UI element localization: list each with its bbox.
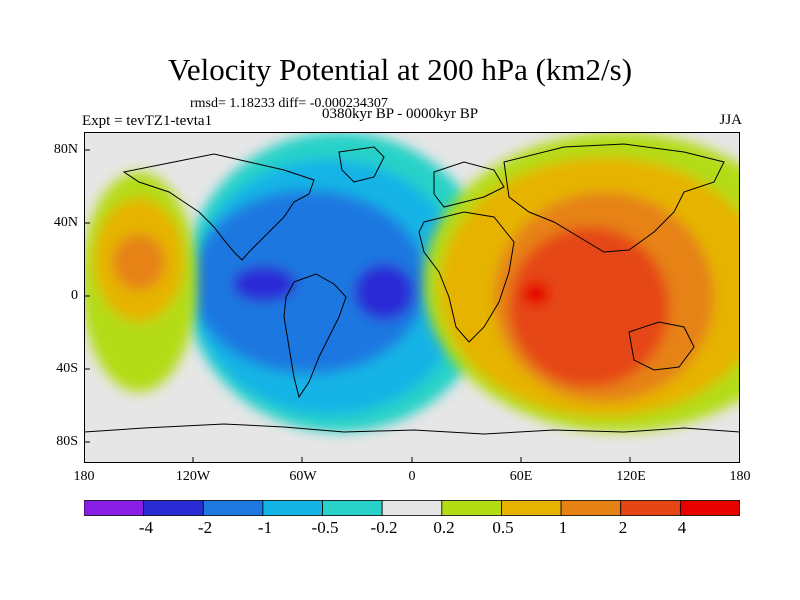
- lon-label-60w: 60W: [289, 469, 317, 484]
- season-label: JJA: [719, 112, 742, 128]
- contour-minus-2-east: [354, 264, 414, 320]
- lon-label-120e: 120E: [616, 469, 646, 484]
- map-ticks: [84, 149, 631, 463]
- colorbar-label-1: 1: [558, 518, 568, 537]
- colorbar: [84, 500, 740, 516]
- period-label: 0380kyr BP - 0000kyr BP: [322, 106, 479, 122]
- south-america-outline: [283, 273, 347, 399]
- colorbar-label-minus1: -1: [257, 518, 273, 537]
- colorbar-label-minus0p5: -0.5: [311, 518, 339, 537]
- north-america-outline: [122, 153, 315, 261]
- colorbar-cell-0: [84, 500, 145, 516]
- lon-label-120w: 120W: [175, 469, 211, 484]
- map-title: Velocity Potential at 200 hPa (km2/s): [167, 52, 633, 87]
- colorbar-cell-4: [322, 500, 383, 516]
- colorbar-cell-9: [620, 500, 681, 516]
- lon-label-0: 0: [408, 469, 416, 484]
- pacific-positive-lobe: [84, 172, 197, 392]
- lat-label-80s: 80S: [56, 434, 78, 449]
- colorbar-cell-7: [501, 500, 562, 516]
- experiment-label: Expt = tevTZ1-tevta1: [82, 113, 213, 129]
- colorbar-cell-8: [560, 500, 622, 516]
- lat-label-40n: 40N: [53, 215, 78, 230]
- colorbar-label-minus4: -4: [138, 518, 154, 537]
- antarctica-outline: [84, 423, 740, 435]
- colorbar-cell-10: [679, 500, 740, 516]
- colorbar-label-2: 2: [618, 518, 628, 537]
- negative-anomaly-region: [184, 132, 494, 432]
- colorbar-label-0p2: 0.2: [433, 518, 455, 537]
- lat-label-0: 0: [71, 288, 78, 303]
- colorbar-cell-1: [143, 500, 204, 516]
- colorbar-label-minus2: -2: [197, 518, 213, 537]
- pacific-plus-1: [113, 234, 165, 290]
- greenland-outline: [338, 146, 385, 183]
- colorbar-label-4: 4: [677, 518, 687, 537]
- contour-plus-4: [522, 282, 550, 306]
- colorbar-cell-3: [262, 500, 323, 516]
- contour-minus-1: [191, 190, 427, 374]
- colorbar-label-minus0p2: -0.2: [370, 518, 398, 537]
- lat-label-80n: 80N: [53, 142, 78, 157]
- colorbar-cell-5: [381, 500, 443, 516]
- colorbar-label-0p5: 0.5: [492, 518, 514, 537]
- contour-minus-2-west: [232, 266, 296, 302]
- lon-label-180w: 180: [73, 469, 95, 484]
- velocity-potential-map: [84, 132, 740, 463]
- asia-outline: [503, 143, 725, 253]
- colorbar-cell-6: [441, 500, 502, 516]
- contour-plus-2: [509, 227, 669, 387]
- lon-label-180e: 180: [729, 469, 751, 484]
- australia-outline: [628, 321, 695, 371]
- coastlines: [84, 143, 740, 435]
- africa-outline: [418, 211, 515, 343]
- rmsd-diff-stats: rmsd= 1.18233 diff= -0.000234307: [190, 96, 388, 111]
- europe-outline: [433, 161, 505, 208]
- lon-label-60e: 60E: [509, 469, 533, 484]
- lat-label-40s: 40S: [56, 361, 78, 376]
- positive-anomaly-region: [424, 132, 740, 432]
- colorbar-cell-2: [202, 500, 264, 516]
